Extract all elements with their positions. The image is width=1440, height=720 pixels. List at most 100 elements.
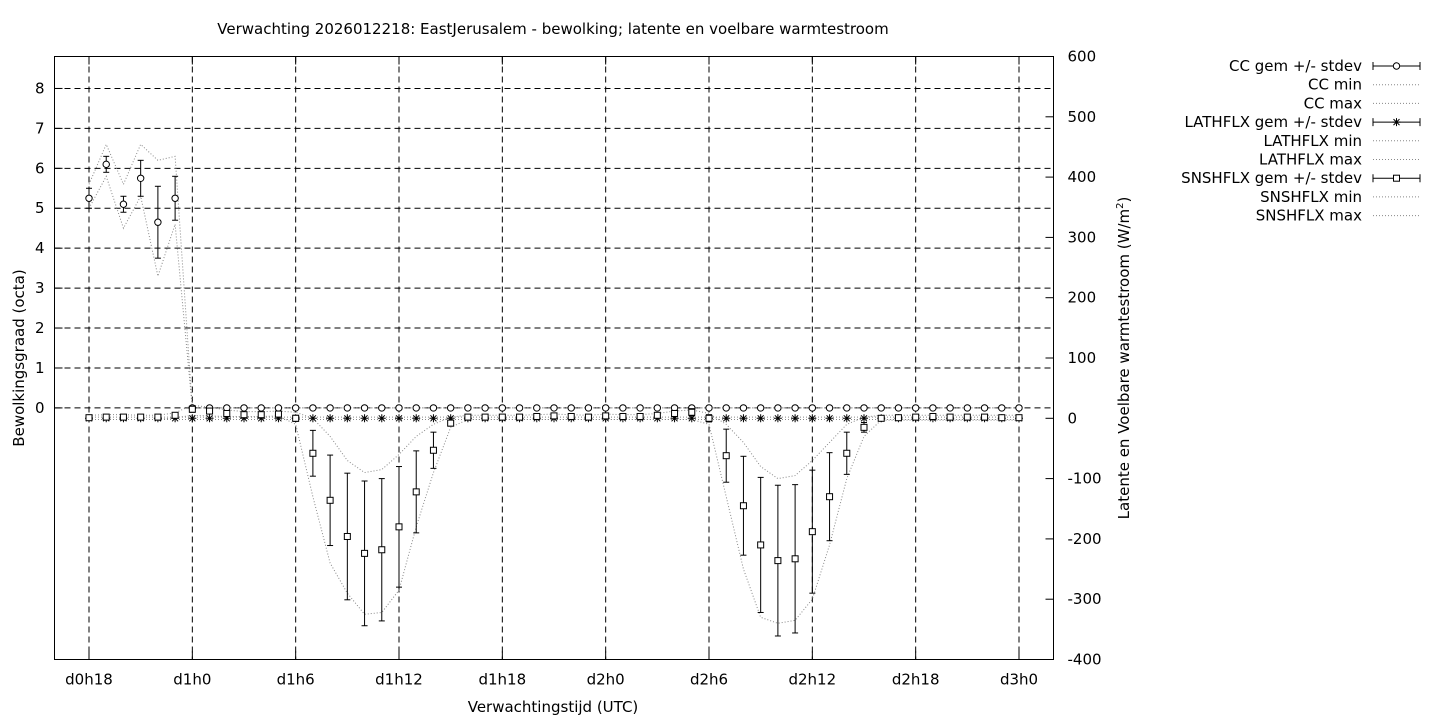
x-tick-label: d1h0 — [173, 671, 211, 689]
snshflx-mean-point — [619, 412, 627, 420]
cc-mean-point — [291, 404, 300, 412]
snshflx-mean-point — [877, 414, 885, 422]
y2-tick-label: -300 — [1068, 590, 1102, 608]
y2-tick-label: -200 — [1068, 530, 1102, 548]
snshflx-mean-point — [378, 546, 386, 554]
cc-mean-point — [85, 194, 93, 202]
snshflx-mean-point — [671, 409, 679, 417]
legend-label: CC gem +/- stdev — [1229, 57, 1362, 75]
cc-mean-point — [326, 404, 334, 412]
cc-mean-point — [446, 404, 455, 412]
snshflx-mean-point — [688, 408, 696, 416]
cc-mean-point — [550, 404, 558, 412]
y2-axis-label: Latente en Voelbare warmtestroom (W/m2) — [1115, 197, 1133, 520]
lathflx-mean-point — [360, 414, 369, 423]
lathflx-mean-point — [670, 414, 679, 423]
snshflx-mean-point — [309, 449, 317, 457]
y-axis-label: Bewolkingsgraad (octa) — [10, 269, 28, 446]
lathflx-mean-point — [429, 414, 438, 423]
cc-mean-point — [378, 404, 386, 412]
lathflx-mean-point — [377, 414, 386, 423]
snshflx-mean-point — [705, 414, 713, 422]
lathflx-mean-point — [842, 414, 851, 423]
plot-area — [85, 143, 1023, 637]
cc-mean-point — [309, 404, 317, 412]
lathflx-mean-point — [722, 414, 731, 423]
y2-tick-label: 0 — [1068, 409, 1078, 427]
x-tick-label: d2h6 — [690, 671, 728, 689]
snshflx-mean-point — [516, 413, 524, 421]
cc-mean-point — [584, 404, 593, 412]
cc-mean-point — [963, 404, 972, 412]
snshflx-mean-point — [274, 410, 282, 418]
snshflx-mean-point — [412, 488, 420, 496]
snshflx-mean-point — [894, 414, 902, 422]
cc-mean-point — [825, 404, 834, 412]
snshflx-mean-point — [963, 413, 971, 421]
snshflx-mean-point — [257, 411, 265, 419]
cc-mean-point — [636, 404, 644, 412]
snshflx-mean-point — [912, 413, 920, 421]
snshflx-mean-point — [533, 412, 541, 420]
snshflx-mean-point — [981, 413, 989, 421]
lathflx-mean-point — [687, 414, 696, 423]
snshflx-mean-point — [240, 411, 248, 419]
plot-frame — [54, 56, 1054, 660]
legend-marker — [1392, 118, 1401, 127]
cc-mean-point — [998, 404, 1006, 412]
lathflx-mean-point — [257, 414, 266, 423]
snshflx-mean-point — [188, 405, 196, 413]
legend-label: SNSHFLX max — [1256, 207, 1362, 225]
y2-tick-label: -100 — [1068, 470, 1102, 488]
cc-mean-point — [791, 404, 799, 412]
legend-marker — [1393, 174, 1400, 182]
legend-label: CC min — [1308, 76, 1362, 94]
cc-mean-point — [739, 404, 748, 412]
lathflx-mean-point — [308, 414, 317, 423]
cc-mean-point — [481, 404, 489, 412]
y-tick-label: 4 — [35, 239, 45, 257]
snshflx-mean-point — [791, 555, 799, 563]
cc-mean-point — [360, 404, 369, 412]
lathflx-mean-point — [188, 414, 197, 423]
legend-label: SNSHFLX min — [1260, 188, 1362, 206]
snshflx-mean-point — [292, 414, 300, 422]
grid-lines — [54, 56, 1054, 660]
snshflx-mean-point — [808, 528, 816, 536]
snshflx-mean-point — [584, 413, 592, 421]
snshflx-mean-point — [395, 523, 403, 531]
lathflx-mean-point — [791, 414, 800, 423]
x-tick-label: d3h0 — [1000, 671, 1038, 689]
cc-mean-point — [343, 404, 352, 412]
cc-mean-point — [533, 404, 541, 412]
snshflx-mean-point — [826, 493, 834, 501]
lathflx-mean-point — [274, 414, 283, 423]
legend-label: LATHFLX gem +/- stdev — [1184, 113, 1362, 131]
legend-label: LATHFLX max — [1259, 151, 1362, 169]
y2-tick-label: 100 — [1068, 349, 1097, 367]
cc-mean-point — [756, 404, 765, 412]
snshflx-mean-point — [102, 413, 110, 421]
lathflx-mean-point — [222, 414, 231, 423]
snshflx-mean-point — [429, 446, 437, 454]
snshflx-mean-point — [602, 412, 610, 420]
snshflx-mean-point — [757, 541, 765, 549]
y-tick-label: 2 — [35, 319, 45, 337]
y2-axis-label-tail: ) — [1115, 197, 1133, 203]
lathflx-mean-point — [756, 414, 765, 423]
y-tick-label: 6 — [35, 159, 45, 177]
y-tick-label: 1 — [35, 359, 45, 377]
x-tick-label: d1h12 — [375, 671, 423, 689]
lathflx-mean-point — [395, 414, 403, 423]
cc-mean-point — [911, 404, 920, 412]
y-tick-label: 5 — [35, 199, 45, 217]
snshflx-mean-point — [722, 452, 730, 460]
cc-mean-point — [929, 404, 937, 412]
snshflx-mean-point — [636, 412, 644, 420]
x-tick-label: d1h6 — [277, 671, 315, 689]
snshflx-mean-point — [464, 413, 472, 421]
snshflx-mean-point — [154, 413, 162, 421]
cc-mean-point — [136, 174, 145, 182]
